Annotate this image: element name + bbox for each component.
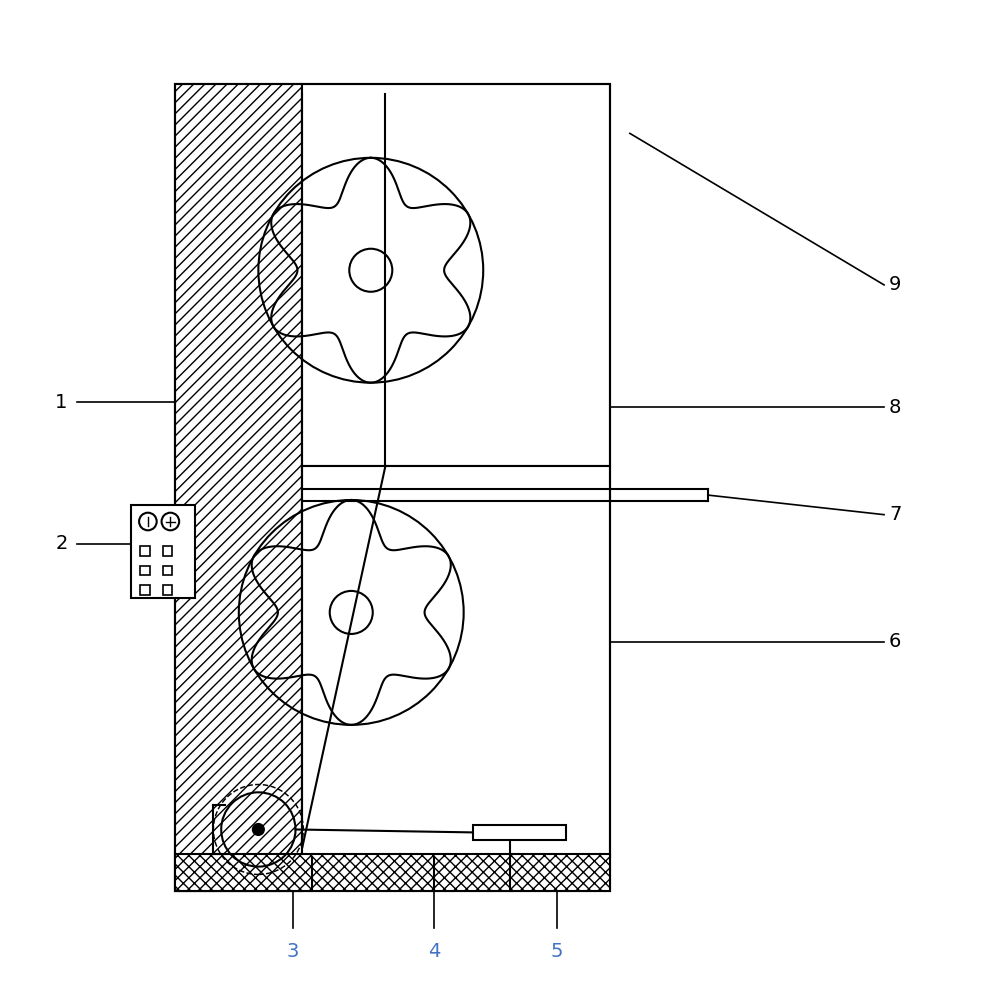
Bar [163, 546, 173, 556]
Text: 2: 2 [55, 534, 68, 553]
Text: 3: 3 [286, 942, 299, 961]
Bar [140, 585, 150, 595]
Bar [163, 566, 173, 575]
Bar [473, 825, 566, 840]
Text: 1: 1 [55, 393, 68, 412]
Bar [131, 505, 195, 598]
Bar [303, 84, 610, 466]
Text: 9: 9 [889, 275, 901, 294]
Bar [176, 84, 610, 891]
Bar [140, 566, 150, 575]
Text: 7: 7 [889, 505, 901, 524]
Text: 4: 4 [428, 942, 441, 961]
Bar [176, 854, 610, 891]
Text: 8: 8 [889, 398, 901, 417]
Bar [140, 546, 150, 556]
Text: 6: 6 [889, 632, 901, 651]
Bar [163, 585, 173, 595]
Bar [176, 84, 303, 891]
Circle shape [252, 824, 264, 835]
Text: 5: 5 [550, 942, 563, 961]
Bar [303, 466, 610, 857]
